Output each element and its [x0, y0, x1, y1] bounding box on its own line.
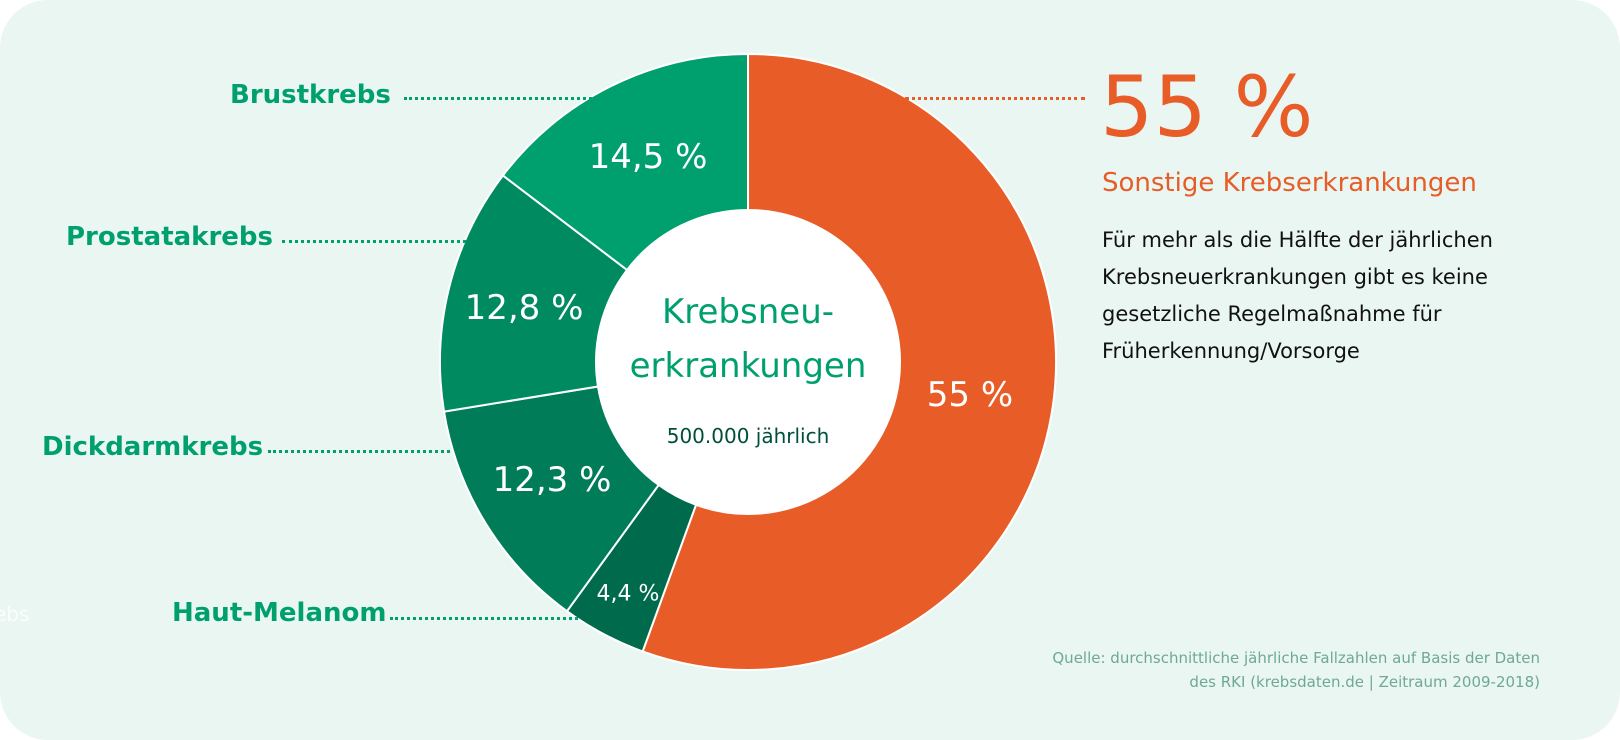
source-note: Quelle: durchschnittliche jährliche Fall… — [1052, 649, 1540, 691]
center-title-text: Krebsneu- erkrankungen — [629, 292, 867, 386]
donut-hole — [596, 210, 900, 514]
slice-label-dickdarmkrebs: 12,3 % — [492, 460, 612, 500]
callout-description: Für mehr als die Hälfte der jährlichen K… — [1102, 228, 1493, 363]
leader-prostatakrebs — [282, 240, 466, 243]
label-prostatakrebs: Prostatakrebs — [66, 222, 273, 252]
slice-label-sonstige: 55 % — [926, 375, 1014, 415]
callout-title: Sonstige Krebserkrankungen — [1102, 168, 1477, 198]
leader-dickdarmkrebs — [268, 450, 450, 453]
label-haut-melanom: Haut-Melanom — [172, 598, 387, 628]
label-brustkrebs: Brustkrebs — [230, 80, 391, 110]
leader-haut-melanom — [390, 617, 578, 620]
ghost-text: ebs — [0, 602, 30, 626]
slice-label-brustkrebs: 14,5 % — [588, 137, 708, 177]
slice-label-haut-melanom: 4,4 % — [596, 581, 660, 607]
callout-big-value: 55 % — [1100, 58, 1314, 156]
slice-sonstige-krebserkrankungen — [641, 52, 1057, 671]
leader-brustkrebs — [404, 97, 592, 100]
center-title: Krebsneu- erkrankungen — [598, 285, 898, 393]
label-dickdarmkrebs: Dickdarmkrebs — [42, 432, 264, 462]
leader-sonstige — [905, 97, 1085, 100]
center-subtitle: 500.000 jährlich — [666, 424, 830, 448]
slice-label-prostatakrebs: 12,8 % — [464, 288, 584, 328]
